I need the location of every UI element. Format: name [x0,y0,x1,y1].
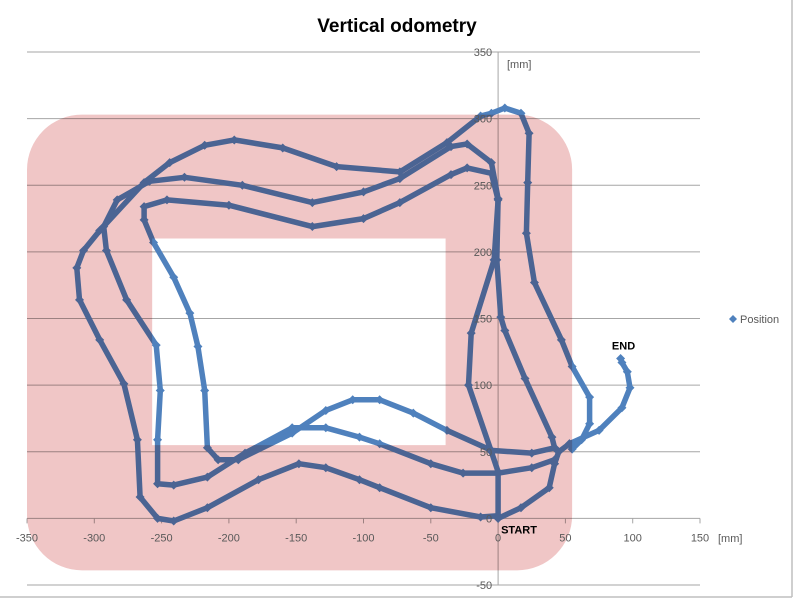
position-point [151,340,161,350]
x-tick-label: 50 [559,532,571,544]
x-tick-label: 150 [691,532,709,544]
x-tick-label: -50 [423,532,439,544]
x-tick-label: 100 [624,532,642,544]
x-tick-label: -100 [352,532,374,544]
position-point [375,395,385,405]
tick-labels: -50 0 50 100 150 200 250 300 350 -350 -300 -250 -200… [16,47,709,592]
start-annotation: START [501,524,537,536]
position-point [616,353,626,363]
y-axis-unit-label: [mm] [507,59,531,71]
position-point [594,425,604,435]
x-axis-unit-label: [mm] [718,533,742,545]
position-point [500,103,510,113]
position-point [321,405,331,415]
y-tick-label: 200 [474,247,492,259]
y-tick-label: 300 [474,114,492,126]
position-point [287,428,297,438]
position-point [153,435,163,445]
x-tick-label: -150 [285,532,307,544]
y-tick-label: 350 [474,47,492,59]
position-point [625,383,635,393]
annotations: START END [501,340,635,536]
x-tick-label: 0 [495,532,501,544]
position-point [408,408,418,418]
position-point [193,341,203,351]
position-point [200,385,210,395]
track-region-shape [27,114,573,571]
y-tick-label: -50 [476,580,492,592]
chart-title: Vertical odometry [317,16,477,37]
x-tick-label: -350 [16,532,38,544]
position-point [169,272,179,282]
legend-label: Position [740,314,779,326]
position-point [585,419,595,429]
y-tick-label: 50 [480,447,492,459]
end-annotation: END [612,340,635,352]
y-tick-label: 150 [474,314,492,326]
y-tick-label: 0 [486,513,492,525]
legend-diamond-icon [729,315,737,323]
position-point [185,308,195,318]
position-point [155,385,165,395]
track-region [27,114,573,571]
position-point [622,367,632,377]
y-tick-label: 250 [474,180,492,192]
position-point [354,432,364,442]
position-point [585,392,595,402]
legend: Position [729,314,779,326]
x-tick-label: -200 [218,532,240,544]
x-tick-label: -300 [83,532,105,544]
x-tick-label: -250 [151,532,173,544]
y-tick-label: 100 [474,380,492,392]
position-point [348,395,358,405]
position-point [617,403,627,413]
position-point [321,423,331,433]
